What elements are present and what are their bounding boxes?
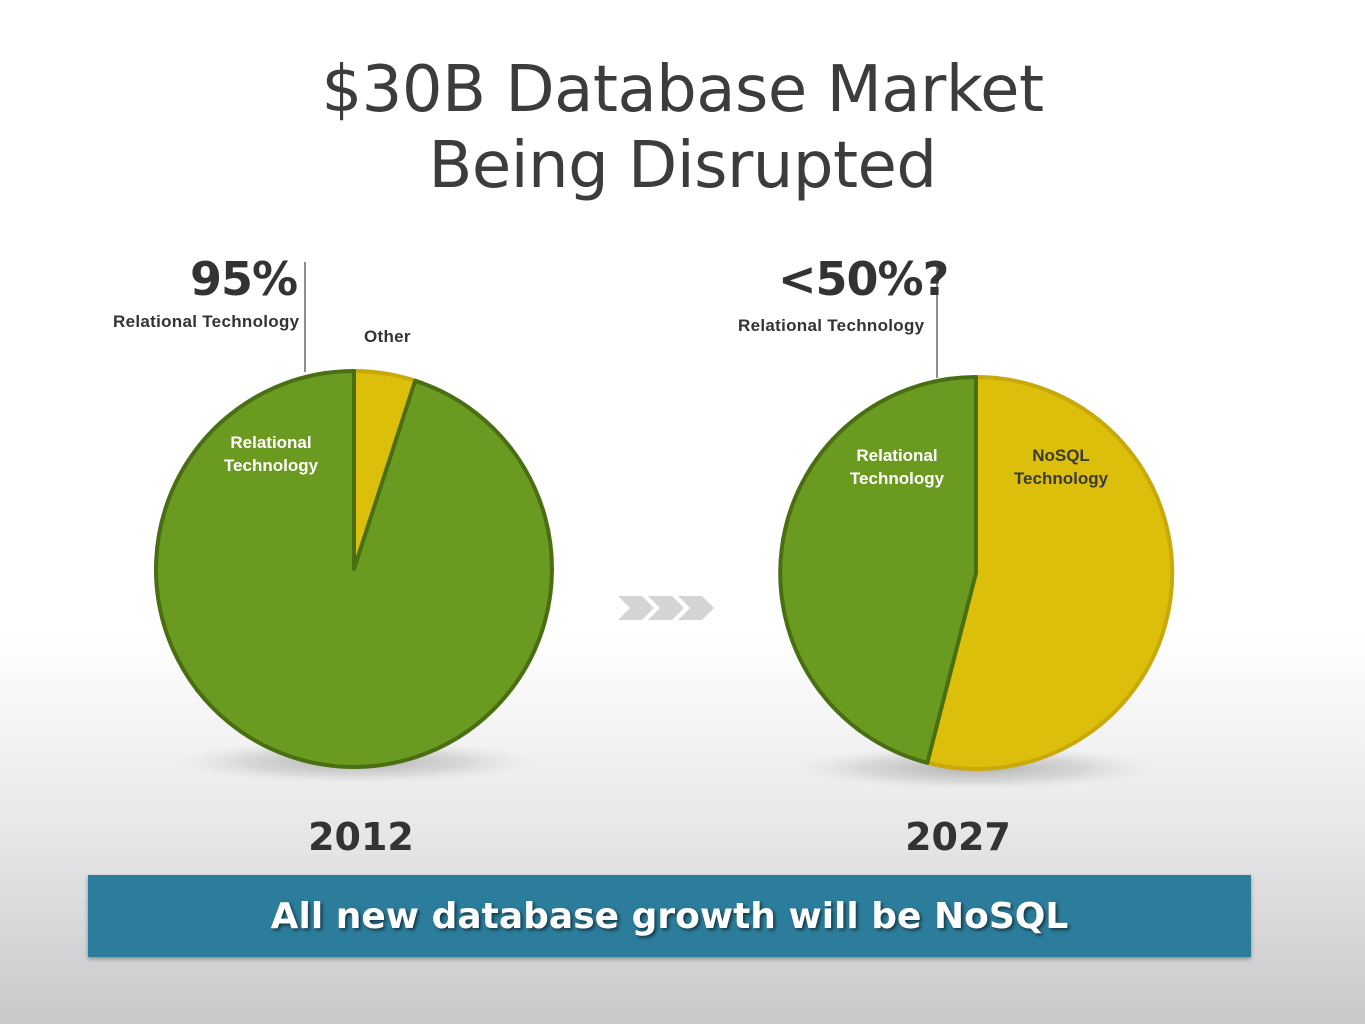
pie-2027-slice-relational-technology <box>778 375 978 765</box>
year-2012-label: 2012 <box>308 815 414 859</box>
pie-2012-relational-label: Relational Technology <box>223 433 319 475</box>
banner-text: All new database growth will be NoSQL <box>270 895 1069 937</box>
conclusion-banner: All new database growth will be NoSQL <box>88 875 1251 957</box>
triple-chevron-right-icon <box>618 596 714 620</box>
pie-2027 <box>778 375 1175 771</box>
pie-2012 <box>154 369 554 769</box>
title-line-1: $30B Database Market <box>321 53 1044 127</box>
pie-2027-nosql-label: NoSQL Technology <box>1013 446 1109 488</box>
callout-2012-value: 95% <box>190 252 298 306</box>
pie-2027-slice-nosql-technology <box>925 375 1175 771</box>
slide-title: $30B Database Market Being Disrupted <box>0 52 1365 204</box>
callout-2027-label: Relational Technology <box>738 316 925 335</box>
pie-2012-slice-relational-technology <box>154 369 554 769</box>
title-line-2: Being Disrupted <box>428 129 937 203</box>
callout-2012-label: Relational Technology <box>113 312 300 331</box>
pie-2027-relational-label: Relational Technology <box>849 446 945 488</box>
pie-2012-other-label: Other <box>364 327 411 346</box>
year-2027-label: 2027 <box>905 815 1011 859</box>
callout-2027-value: <50%? <box>778 252 949 306</box>
